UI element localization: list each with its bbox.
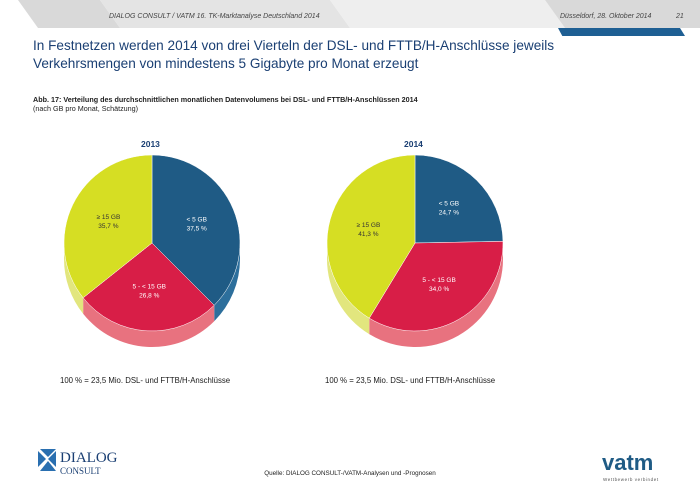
- consult-logo-text: CONSULT: [60, 466, 101, 476]
- pie-side-ge15: [327, 243, 370, 335]
- vatm-logo-text: vatm: [602, 450, 653, 475]
- slice-label: ≥ 15 GB: [356, 222, 380, 229]
- slice-value: 26,8 %: [139, 292, 159, 299]
- slice-label: < 5 GB: [187, 216, 207, 223]
- slice-value: 35,7 %: [98, 223, 118, 230]
- dialog-logo-text: DIALOG: [60, 450, 118, 466]
- header-date: Düsseldorf, 28. Oktober 2014: [560, 13, 652, 20]
- total-note-2014: 100 % = 23,5 Mio. DSL- und FTTB/H-Anschl…: [325, 376, 496, 385]
- header-decor-shape: [100, 0, 350, 28]
- pie-slice-ge15: [326, 154, 416, 319]
- slice-label: < 5 GB: [439, 200, 459, 207]
- slice-value: 24,7 %: [439, 209, 459, 216]
- header-decor-shape: [330, 0, 565, 28]
- header-bar: [0, 0, 700, 36]
- pie-slice-mid: [368, 241, 504, 332]
- pie-side-mid: [369, 243, 503, 348]
- header-report-title: DIALOG CONSULT / VATM 16. TK-Marktanalys…: [109, 13, 320, 20]
- pie-slice-mid: [82, 242, 215, 332]
- header-photo: [558, 28, 685, 36]
- pie-side-mid: [83, 297, 215, 347]
- slice-label: ≥ 15 GB: [96, 214, 120, 221]
- pie-side-ge15: [64, 243, 84, 314]
- vatm-logo: vatm Wettbewerb verbindet: [600, 450, 680, 491]
- figure-caption: Abb. 17: Verteilung des durchschnittlich…: [33, 95, 418, 113]
- total-note-2013: 100 % = 23,5 Mio. DSL- und FTTB/H-Anschl…: [60, 376, 231, 385]
- dialog-consult-logo: DIALOG CONSULT: [34, 445, 144, 486]
- pie-chart-2013: < 5 GB 37,5 % 5 - < 15 GB 26,8 % ≥ 15 GB 35,7…: [63, 154, 241, 347]
- vatm-tagline: Wettbewerb verbindet: [603, 477, 659, 482]
- slice-value: 34,0 %: [429, 286, 449, 293]
- pie-slice-ge15: [63, 154, 153, 299]
- header-decor-shape: [18, 0, 120, 28]
- pie-slice-lt5: [151, 154, 241, 306]
- pie-chart-2014: < 5 GB 24,7 % 5 - < 15 GB 34,0 % ≥ 15 GB 41,3…: [326, 154, 504, 348]
- pie-side-lt5: [214, 243, 240, 322]
- header-decor-shape: [545, 0, 700, 28]
- slice-value: 37,5 %: [187, 225, 207, 232]
- slice-label: 5 - < 15 GB: [133, 283, 166, 290]
- page-number: 21: [676, 13, 684, 20]
- figure-caption-main: Abb. 17: Verteilung des durchschnittlich…: [33, 95, 418, 104]
- slice-value: 41,3 %: [358, 231, 378, 238]
- pie-slice-lt5: [414, 154, 504, 244]
- page-title: In Festnetzen werden 2014 von drei Viert…: [33, 38, 555, 71]
- figure-caption-sub: (nach GB pro Monat, Schätzung): [33, 104, 139, 113]
- chart-title-2013: 2013: [141, 139, 160, 149]
- slice-label: 5 - < 15 GB: [422, 277, 455, 284]
- chart-title-2014: 2014: [404, 139, 423, 149]
- source-note: Quelle: DIALOG CONSULT-/VATM-Analysen un…: [264, 470, 436, 477]
